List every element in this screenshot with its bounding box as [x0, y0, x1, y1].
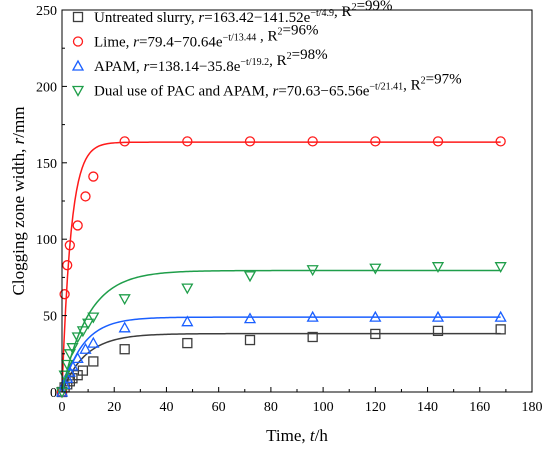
x-axis-ticks: 0 20 40 60 80 100 120 140 160 180: [59, 387, 543, 415]
x-tick-label: 140: [417, 400, 438, 415]
data-point-triangle-up: [243, 312, 257, 324]
data-point-triangle-down: [369, 263, 382, 275]
data-point-circle: [370, 136, 381, 147]
y-tick-label: 150: [36, 157, 57, 172]
data-point-circle: [244, 136, 256, 147]
fit-curve-triangle-down: [61, 269, 501, 393]
data-point-square: [370, 328, 381, 340]
fit-curve-triangle-up: [61, 316, 501, 393]
data-point-triangle-up: [369, 310, 382, 322]
fit-curve-square: [61, 332, 501, 393]
data-point-triangle-down: [243, 271, 257, 283]
data-point-triangle-up: [118, 321, 131, 333]
x-tick-label: 100: [313, 400, 334, 415]
y-axis-ticks: 0 50 100 150 200 250: [36, 4, 67, 401]
data-point-circle: [119, 136, 130, 147]
data-point-triangle-down: [66, 343, 79, 355]
y-tick-label: 200: [36, 80, 57, 95]
data-point-triangle-up: [79, 342, 92, 354]
x-tick-label: 40: [159, 400, 173, 415]
data-point-circle: [88, 171, 99, 182]
data-point-circle: [182, 136, 193, 147]
legend-marker-triangle-down: [71, 85, 85, 97]
data-point-circle: [307, 136, 318, 147]
fit-curve-circle: [61, 141, 501, 393]
y-axis-title: Clogging zone width, r/mm: [9, 107, 28, 296]
data-point-square: [182, 337, 193, 349]
legend-label: Untreated slurry, r=163.42−141.52e−t/4.9…: [94, 0, 393, 26]
data-point-square: [307, 331, 318, 343]
legend-marker-circle: [72, 36, 84, 47]
legend-label: Dual use of PAC and APAM, r=70.63−65.56e…: [94, 72, 462, 100]
x-tick-label: 20: [107, 400, 121, 415]
legend-marker-triangle-up: [71, 59, 85, 71]
data-point-circle: [432, 136, 444, 147]
data-point-triangle-up: [431, 310, 445, 322]
legend: Untreated slurry, r=163.42−141.52e−t/4.9…: [71, 0, 462, 100]
x-tick-label: 60: [212, 400, 226, 415]
data-point-square: [432, 325, 444, 337]
x-tick-label: 120: [365, 400, 386, 415]
data-point-circle: [495, 136, 506, 147]
data-point-circle: [80, 191, 91, 202]
data-point-triangle-down: [71, 332, 84, 344]
data-point-triangle-down: [61, 359, 74, 371]
data-point-circle: [72, 220, 83, 231]
data-point-circle: [62, 260, 73, 271]
data-point-circle: [59, 289, 70, 300]
data-point-triangle-down: [494, 262, 507, 274]
x-tick-label: 0: [59, 400, 66, 415]
data-point-triangle-down: [82, 318, 95, 330]
legend-label: APAM, r=138.14−35.8e−t/19.2, R2=98%: [94, 47, 328, 75]
data-point-circle: [64, 240, 75, 251]
x-axis-title: Time, t/h: [266, 426, 328, 445]
data-point-square: [244, 334, 256, 346]
data-point-triangle-down: [181, 283, 194, 295]
y-tick-label: 250: [36, 4, 57, 19]
data-point-triangle-up: [181, 315, 194, 327]
x-tick-label: 180: [522, 400, 543, 415]
y-tick-label: 0: [50, 386, 57, 401]
data-point-triangle-down: [306, 265, 319, 277]
x-tick-label: 80: [264, 400, 278, 415]
data-point-square: [88, 356, 99, 367]
data-point-triangle-down: [63, 349, 76, 361]
data-point-triangle-down: [87, 312, 100, 324]
data-point-triangle-up: [306, 310, 319, 322]
plot-marks: [55, 136, 507, 399]
x-tick-label: 160: [469, 400, 490, 415]
data-point-triangle-down: [118, 294, 131, 306]
data-point-triangle-up: [71, 352, 84, 364]
legend-marker-square: [72, 11, 84, 23]
legend-label: Lime, r=79.4−70.64e−t/13.44 , R2=96%: [94, 23, 319, 51]
y-tick-label: 50: [43, 310, 57, 325]
data-point-square: [119, 344, 130, 355]
data-point-triangle-down: [431, 262, 445, 274]
data-point-triangle-down: [76, 326, 89, 338]
data-point-triangle-up: [494, 310, 507, 322]
data-point-triangle-up: [87, 336, 100, 348]
data-point-square: [495, 324, 506, 335]
y-tick-label: 100: [36, 233, 57, 248]
